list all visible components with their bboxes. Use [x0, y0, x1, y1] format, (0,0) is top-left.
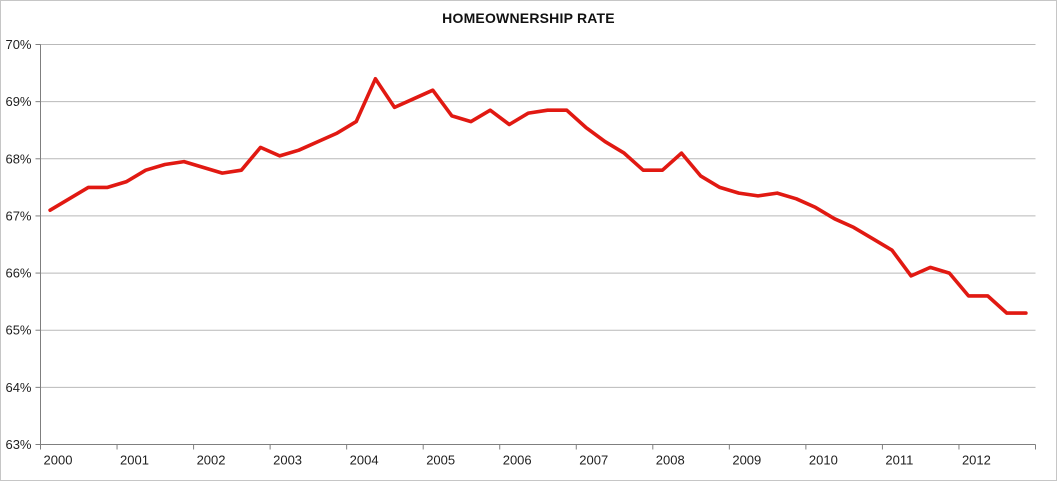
y-axis-tick-label: 65% — [5, 323, 31, 338]
x-axis-year-label: 2010 — [809, 453, 838, 468]
x-axis-year-label: 2011 — [885, 453, 913, 468]
chart-title: HOMEOWNERSHIP RATE — [442, 10, 615, 26]
y-axis-tick-label: 68% — [5, 151, 31, 166]
y-axis-tick-label: 63% — [5, 437, 31, 452]
x-axis-year-label: 2001 — [120, 453, 149, 468]
y-axis-tick-label: 67% — [5, 208, 31, 223]
x-axis-year-label: 2002 — [197, 453, 226, 468]
homeownership-rate-line — [48, 77, 1028, 315]
y-axis-tick-label: 64% — [5, 380, 31, 395]
x-axis-year-label: 2008 — [656, 453, 685, 468]
x-axis-year-label: 2005 — [426, 453, 455, 468]
y-axis-tick-label: 69% — [5, 94, 31, 109]
y-axis-tick-label: 66% — [5, 266, 31, 281]
x-axis-year-label: 2012 — [962, 453, 991, 468]
x-axis-year-label: 2006 — [503, 453, 532, 468]
x-axis-year-label: 2003 — [273, 453, 302, 468]
x-axis-year-label: 2000 — [44, 453, 73, 468]
x-axis-year-label: 2007 — [579, 453, 608, 468]
y-axis-tick-label: 70% — [5, 37, 31, 52]
x-axis-year-label: 2004 — [350, 453, 379, 468]
x-axis-year-label: 2009 — [732, 453, 761, 468]
